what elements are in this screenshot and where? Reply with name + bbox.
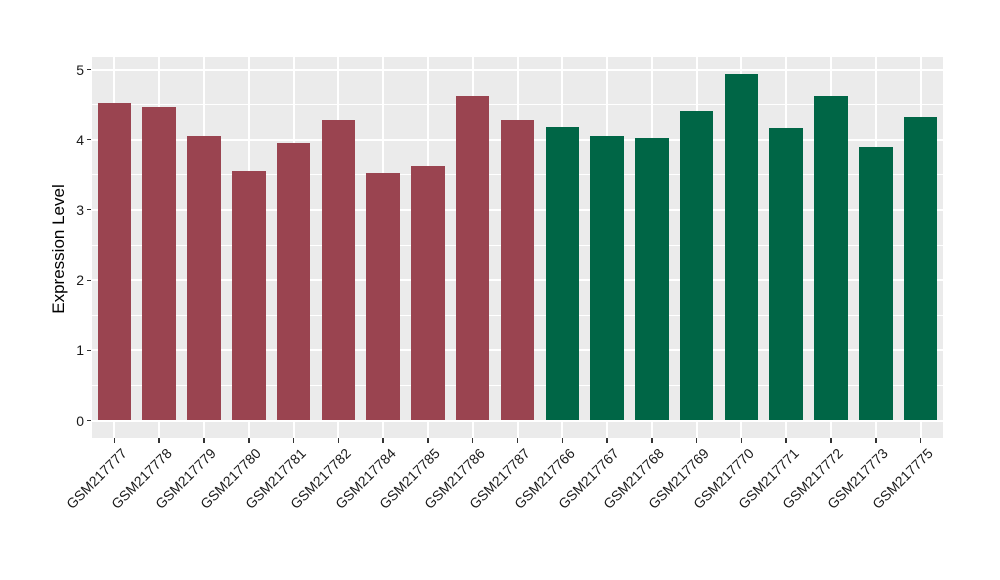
y-tick-mark — [87, 139, 91, 141]
x-tick-mark — [158, 438, 160, 443]
x-tick-mark — [427, 438, 429, 443]
bar-GSM217785 — [411, 166, 445, 421]
x-tick-mark — [337, 438, 340, 443]
bar-GSM217773 — [859, 147, 893, 421]
x-tick-mark — [651, 438, 653, 443]
bar-GSM217767 — [590, 136, 624, 421]
bar-GSM217780 — [232, 171, 266, 421]
y-tick-label: 1 — [76, 342, 84, 359]
x-tick-mark — [785, 438, 787, 443]
x-tick-mark — [248, 438, 250, 443]
y-tick-label: 2 — [76, 272, 84, 289]
y-axis-title: Expression Level — [49, 183, 68, 314]
y-tick-mark — [87, 69, 91, 70]
x-tick-mark — [830, 438, 832, 443]
y-tick-label: 0 — [76, 412, 84, 429]
y-tick-mark — [87, 279, 91, 281]
x-tick-mark — [875, 438, 877, 443]
y-tick-label: 4 — [76, 131, 84, 148]
bar-GSM217769 — [679, 110, 714, 421]
x-tick-mark — [471, 438, 474, 443]
bar-GSM217772 — [814, 96, 848, 421]
bar-GSM217778 — [142, 106, 176, 421]
bar-GSM217781 — [276, 142, 311, 421]
bar-GSM217787 — [500, 120, 535, 421]
bar-GSM217786 — [455, 96, 490, 421]
x-tick-mark — [740, 438, 743, 443]
y-tick-mark — [87, 420, 91, 421]
x-tick-mark — [203, 438, 205, 443]
x-tick-mark — [292, 438, 295, 443]
x-tick-mark — [382, 438, 384, 443]
y-tick-mark — [87, 349, 91, 351]
y-tick-label: 3 — [76, 201, 84, 218]
bar-GSM217775 — [903, 117, 938, 421]
bar-GSM217784 — [366, 173, 400, 421]
y-tick-label: 5 — [76, 61, 84, 78]
x-tick-mark — [561, 438, 564, 443]
x-tick-mark — [919, 438, 922, 443]
x-tick-mark — [516, 438, 519, 443]
bar-GSM217782 — [321, 120, 356, 421]
plot-panel — [92, 57, 943, 438]
bar-GSM217777 — [97, 103, 132, 421]
bar-GSM217779 — [187, 136, 221, 421]
x-tick-mark — [113, 438, 116, 443]
x-tick-mark — [695, 438, 698, 443]
y-tick-mark — [87, 209, 91, 211]
bar-GSM217771 — [769, 127, 803, 421]
x-tick-mark — [606, 438, 608, 443]
bar-GSM217766 — [545, 127, 580, 421]
bar-GSM217770 — [724, 73, 759, 421]
bar-GSM217768 — [635, 137, 669, 421]
